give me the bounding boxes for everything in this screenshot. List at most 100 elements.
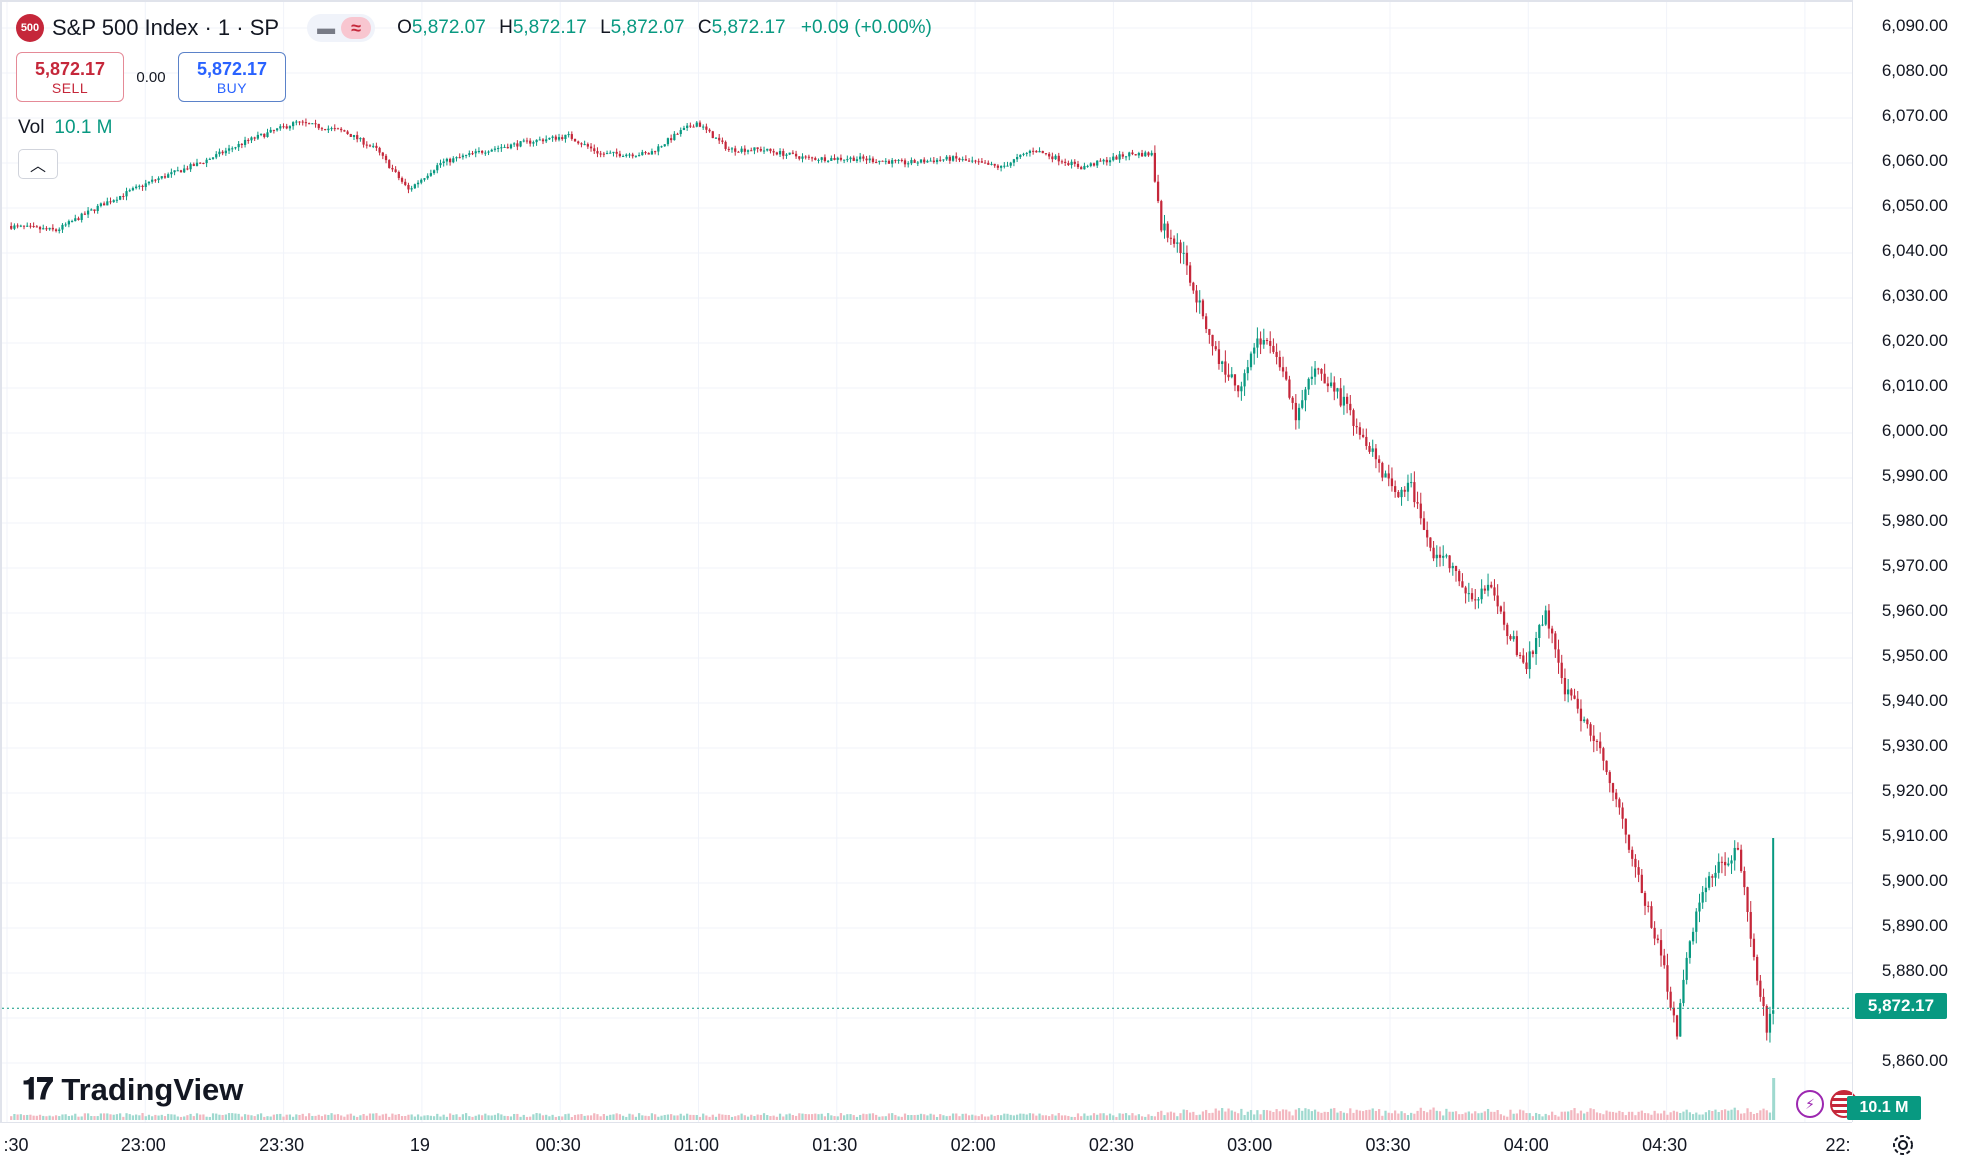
volume-bar bbox=[1339, 1111, 1342, 1120]
candle-body bbox=[340, 128, 343, 131]
chart-mode-toggle[interactable]: ▬ ≈ bbox=[307, 14, 376, 42]
volume-bar bbox=[698, 1116, 702, 1120]
time-tick-label: 03:00 bbox=[1227, 1135, 1273, 1155]
volume-bar bbox=[1172, 1112, 1176, 1120]
candle-body bbox=[1323, 373, 1326, 384]
volume-bar bbox=[141, 1113, 144, 1120]
candle-body bbox=[327, 128, 330, 131]
volume-bar bbox=[708, 1116, 711, 1120]
candle-body bbox=[311, 123, 314, 125]
volume-bar bbox=[1176, 1116, 1179, 1120]
price-tick-label: 5,940.00 bbox=[1881, 691, 1948, 710]
candle-body bbox=[759, 148, 762, 151]
candle-body bbox=[272, 129, 276, 131]
candle-body bbox=[958, 158, 961, 161]
volume-bar bbox=[679, 1113, 682, 1120]
candle-body bbox=[1419, 503, 1422, 519]
volume-bar bbox=[586, 1115, 589, 1120]
candle-body bbox=[336, 128, 340, 130]
candle-body bbox=[115, 199, 119, 201]
volume-bar bbox=[231, 1113, 234, 1120]
candle-body bbox=[218, 151, 221, 155]
candle-body bbox=[1124, 156, 1128, 158]
symbol-logo: 500 bbox=[16, 14, 44, 42]
candle-body bbox=[750, 150, 753, 152]
wave-icon[interactable]: ≈ bbox=[341, 17, 372, 39]
candle-body bbox=[163, 176, 167, 178]
volume-bar bbox=[727, 1114, 730, 1120]
volume-bar bbox=[721, 1114, 724, 1120]
candle-body bbox=[868, 158, 871, 161]
volume-bar bbox=[628, 1113, 631, 1120]
volume-bar bbox=[227, 1113, 231, 1120]
volume-bar bbox=[634, 1116, 638, 1120]
candle-body bbox=[663, 144, 666, 147]
candle-body bbox=[477, 150, 481, 152]
volume-legend[interactable]: Vol 10.1 M bbox=[18, 117, 113, 139]
volume-bar bbox=[625, 1116, 628, 1120]
volume-bar bbox=[336, 1114, 340, 1120]
candle-body bbox=[1163, 223, 1166, 231]
collapse-legend-button[interactable]: ︿ bbox=[18, 149, 58, 179]
buy-button[interactable]: 5,872.17 BUY bbox=[178, 52, 286, 102]
candle-body bbox=[801, 156, 804, 159]
candlestick-chart[interactable] bbox=[2, 2, 1852, 1122]
volume-bar bbox=[70, 1115, 74, 1120]
candle-body bbox=[1070, 161, 1073, 166]
time-tick-label: 01:30 bbox=[812, 1135, 858, 1155]
volume-bar bbox=[1329, 1108, 1333, 1120]
candle-body bbox=[330, 128, 333, 130]
candle-body bbox=[343, 130, 346, 132]
volume-bar bbox=[333, 1114, 336, 1120]
candle-body bbox=[237, 143, 240, 148]
candle-body bbox=[605, 153, 609, 155]
candle-body bbox=[1121, 154, 1124, 157]
volume-bar bbox=[971, 1114, 974, 1120]
candle-body bbox=[743, 148, 746, 152]
volume-bar bbox=[1406, 1115, 1410, 1120]
chart-area[interactable]: 500 S&P 500 Index · 1 · SP ▬ ≈ O5,872.07… bbox=[0, 0, 1858, 1122]
price-tick-label: 5,990.00 bbox=[1881, 466, 1948, 485]
candle-body bbox=[1032, 150, 1035, 152]
volume-bar bbox=[138, 1115, 141, 1120]
candle-body bbox=[1733, 847, 1736, 861]
candle-body bbox=[1025, 153, 1028, 155]
volume-bar bbox=[22, 1115, 26, 1120]
candle-body bbox=[1269, 340, 1272, 346]
volume-bar bbox=[1451, 1111, 1454, 1120]
candle-body bbox=[1429, 537, 1432, 548]
time-tick-label: 02:30 bbox=[1088, 1135, 1134, 1155]
candle-body bbox=[413, 184, 416, 189]
lightning-icon[interactable]: ⚡ bbox=[1796, 1090, 1824, 1118]
candle-body bbox=[916, 162, 919, 164]
settings-icon[interactable] bbox=[1890, 1132, 1916, 1158]
time-scale[interactable]: :30 23:00 23:30 19 00:30 01:00 01:30 02:00 02:30… bbox=[0, 1122, 1852, 1170]
volume-bar bbox=[189, 1113, 192, 1120]
tradingview-logo[interactable]: 𝟏𝟕 TradingView bbox=[22, 1072, 243, 1108]
candle-body bbox=[676, 133, 679, 135]
candle-body bbox=[1624, 818, 1627, 835]
candle-body bbox=[436, 165, 439, 171]
symbol-title[interactable]: S&P 500 Index · 1 · SP bbox=[52, 15, 280, 40]
price-scale[interactable]: 6,090.00 6,080.00 6,070.00 6,060.00 6,050.00… bbox=[1847, 0, 1962, 1122]
volume-bar bbox=[1416, 1110, 1419, 1120]
minus-icon[interactable]: ▬ bbox=[317, 17, 336, 38]
candle-body bbox=[221, 151, 224, 154]
time-tick-label: 23:30 bbox=[259, 1135, 305, 1155]
candle-body bbox=[903, 160, 907, 165]
volume-bar bbox=[1474, 1111, 1477, 1120]
candle-body bbox=[1028, 150, 1032, 154]
volume-bar bbox=[929, 1113, 932, 1120]
candle-body bbox=[830, 158, 833, 161]
candle-body bbox=[580, 143, 583, 145]
volume-bar bbox=[461, 1114, 465, 1120]
volume-bar bbox=[1541, 1116, 1544, 1120]
candle-body bbox=[1057, 155, 1060, 162]
volume-bar bbox=[615, 1113, 618, 1120]
volume-bar bbox=[884, 1116, 887, 1120]
volume-bar bbox=[343, 1116, 346, 1120]
candle-body bbox=[1541, 624, 1544, 626]
sell-button[interactable]: 5,872.17 SELL bbox=[16, 52, 124, 102]
volume-bar bbox=[1169, 1111, 1173, 1120]
volume-bar bbox=[1070, 1116, 1073, 1120]
